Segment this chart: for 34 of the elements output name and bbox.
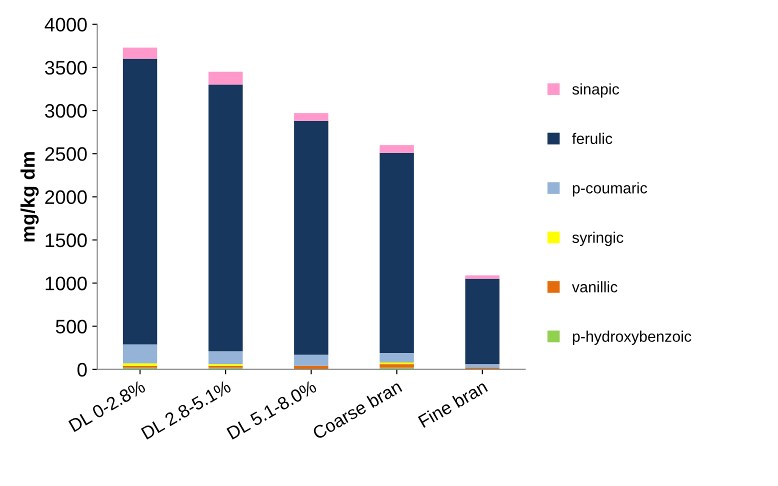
bar xyxy=(465,275,500,279)
legend-label: sinapic xyxy=(572,83,620,98)
bar xyxy=(122,48,158,59)
y-tick-label: 3000 xyxy=(45,104,87,118)
legend-label: vanillic xyxy=(572,281,618,292)
bar xyxy=(294,113,328,121)
legend-label: syringic xyxy=(572,232,624,246)
bar xyxy=(122,363,158,366)
y-tick-label: 0 xyxy=(77,362,87,377)
y-tick-label: 1000 xyxy=(46,276,87,290)
y-tick-label: 1500 xyxy=(46,233,87,248)
bar xyxy=(208,72,243,85)
legend-label: p-coumaric xyxy=(572,182,648,197)
bar xyxy=(122,344,158,364)
legend-label: ferulic xyxy=(572,132,612,144)
legend-label: p-hydroxybenzoic xyxy=(572,330,692,345)
bar xyxy=(122,58,158,344)
y-tick-label: 500 xyxy=(56,320,87,334)
y-tick-label: 4000 xyxy=(44,18,87,32)
bar xyxy=(380,152,414,353)
bar xyxy=(208,351,243,364)
x-tick-label: Fine bran xyxy=(418,380,488,428)
y-axis-title: mg/kg dm xyxy=(20,152,39,242)
y-tick-label: 2000 xyxy=(45,190,87,204)
bar xyxy=(465,364,500,368)
y-tick-label: 2500 xyxy=(45,147,87,161)
bar xyxy=(380,364,414,368)
bar xyxy=(380,145,414,153)
bar xyxy=(208,84,243,352)
bar xyxy=(380,352,414,362)
bar xyxy=(465,278,500,364)
y-tick-label: 3500 xyxy=(45,60,87,75)
bar xyxy=(294,120,328,355)
bar xyxy=(294,354,328,366)
